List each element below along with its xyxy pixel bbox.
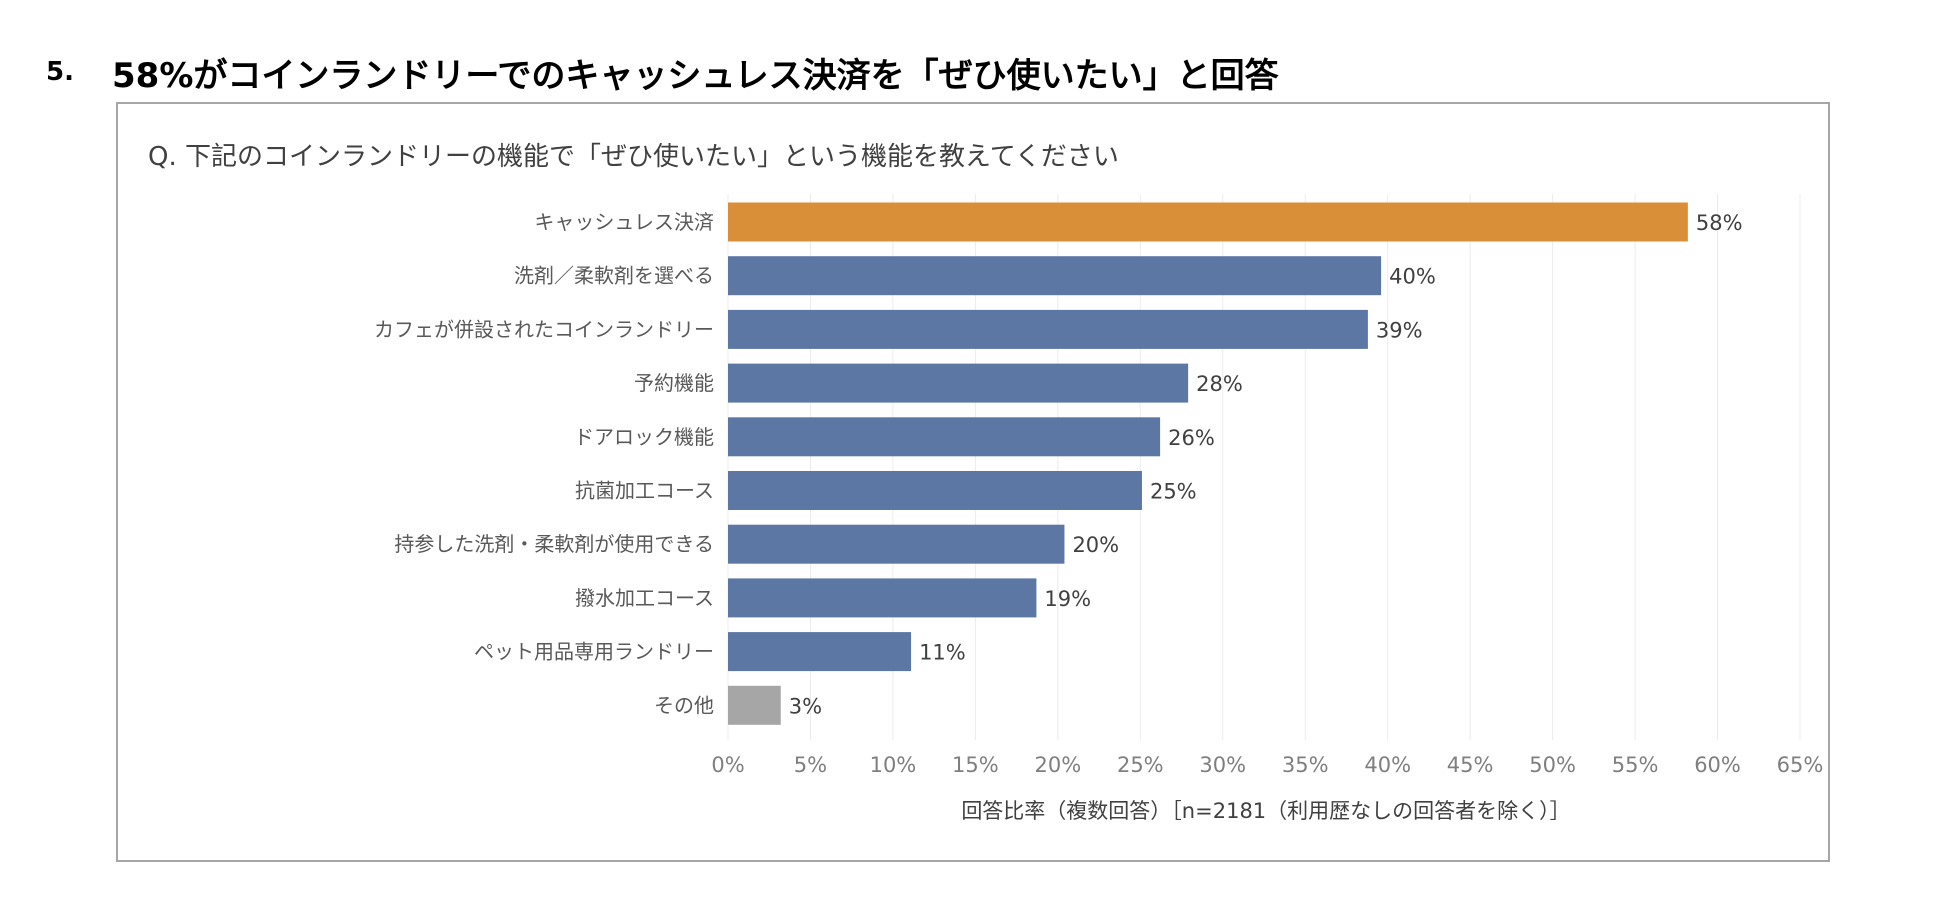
bar xyxy=(728,685,781,725)
x-tick-labels: 0% 5% 10% 15% 20% 25% 30% 35% 40% 45% 50% 55% 60% 65% xyxy=(711,753,1823,777)
heading-text: 58%がコインランドリーでのキャッシュレス決済を「ぜひ使いたい」と回答 xyxy=(112,55,1279,96)
bar xyxy=(728,417,1161,457)
bars xyxy=(728,202,1688,725)
x-tick-label: 45% xyxy=(1447,753,1494,777)
x-tick-label: 25% xyxy=(1117,753,1164,777)
x-tick-label: 5% xyxy=(794,753,827,777)
bar xyxy=(728,578,1037,618)
category-label: 予約機能 xyxy=(634,371,714,395)
data-label: 28% xyxy=(1196,372,1243,396)
data-labels: 58% 40% 39% 28% 26% 25% 20% 19% 11% 3% xyxy=(789,211,1743,718)
data-label: 39% xyxy=(1376,318,1423,342)
data-label: 20% xyxy=(1072,533,1119,557)
x-tick-label: 60% xyxy=(1694,753,1741,777)
category-label: 持参した洗剤・柔軟剤が使用できる xyxy=(394,532,714,556)
bar xyxy=(728,471,1142,510)
x-tick-label: 0% xyxy=(711,753,744,777)
category-labels: キャッシュレス決済洗剤／柔軟剤を選べるカフェが併設されたコインランドリー予約機能… xyxy=(374,210,714,717)
category-label: キャッシュレス決済 xyxy=(534,210,714,234)
data-label: 26% xyxy=(1168,426,1215,450)
data-label: 3% xyxy=(789,694,822,718)
x-tick-label: 50% xyxy=(1529,753,1576,777)
x-tick-label: 30% xyxy=(1199,753,1246,777)
x-tick-label: 35% xyxy=(1282,753,1329,777)
x-tick-label: 40% xyxy=(1364,753,1411,777)
bar xyxy=(728,202,1688,242)
x-axis-label: 回答比率（複数回答）［n=2181（利用歴なしの回答者を除く）］ xyxy=(961,799,1570,823)
category-label: ペット用品専用ランドリー xyxy=(474,640,714,664)
data-label: 11% xyxy=(919,641,966,665)
category-label: 洗剤／柔軟剤を選べる xyxy=(514,264,714,288)
data-label: 25% xyxy=(1150,480,1197,504)
bar xyxy=(728,309,1368,349)
category-label: カフェが併設されたコインランドリー xyxy=(374,317,714,341)
data-label: 40% xyxy=(1389,265,1436,289)
bar xyxy=(728,632,912,672)
category-label: 撥水加工コース xyxy=(575,586,714,610)
bar xyxy=(728,524,1065,564)
page-heading: 5. 58%がコインランドリーでのキャッシュレス決済を「ぜひ使いたい」と回答 xyxy=(46,48,1279,96)
heading-number: 5. xyxy=(46,57,74,87)
bar xyxy=(728,256,1382,296)
category-label: その他 xyxy=(654,693,714,717)
chart-title: Q. 下記のコインランドリーの機能で「ぜひ使いたい」という機能を教えてください xyxy=(148,142,1119,172)
bar xyxy=(728,363,1189,403)
x-tick-label: 10% xyxy=(870,753,917,777)
x-tick-label: 15% xyxy=(952,753,999,777)
category-label: ドアロック機能 xyxy=(574,425,714,449)
data-label: 19% xyxy=(1044,587,1091,611)
x-tick-label: 55% xyxy=(1612,753,1659,777)
x-tick-label: 65% xyxy=(1777,753,1824,777)
category-label: 抗菌加工コース xyxy=(575,479,714,503)
data-label: 58% xyxy=(1696,211,1743,235)
x-tick-label: 20% xyxy=(1035,753,1082,777)
